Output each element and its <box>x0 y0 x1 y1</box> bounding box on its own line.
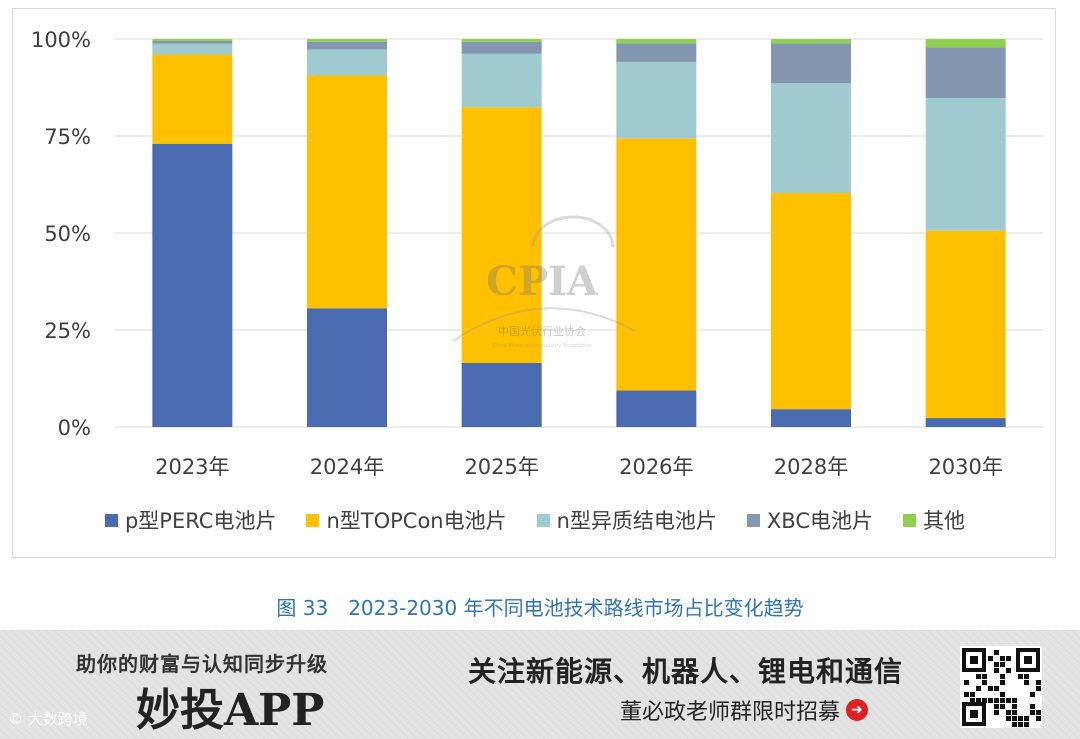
bar-segment <box>771 39 851 44</box>
cpia-watermark: CPIA 中国光伏行业协会 China Photovoltaic Industr… <box>452 215 636 349</box>
legend-item: 其他 <box>903 505 965 535</box>
chart-legend: p型PERC电池片 n型TOPCon电池片 n型异质结电池片 XBC电池片 其他 <box>13 505 1057 535</box>
x-tick-label: 2028年 <box>774 455 848 479</box>
bar-segment <box>307 308 387 427</box>
bar-segment <box>771 409 851 427</box>
y-tick-label: 50% <box>44 222 91 246</box>
bar-segment <box>461 41 542 54</box>
legend-item: n型异质结电池片 <box>536 505 717 535</box>
banner-subline[interactable]: 董必政老师群限时招募 ➜ <box>620 694 869 726</box>
bar-segment <box>307 39 387 42</box>
bar-segment <box>461 107 542 363</box>
legend-item: XBC电池片 <box>746 505 874 535</box>
cpia-logo-text: CPIA <box>486 258 599 305</box>
promo-banner[interactable]: 助你的财富与认知同步升级 妙投APP 关注新能源、机器人、锂电和通信 董必政老师… <box>0 630 1080 739</box>
bar-segment <box>307 75 387 309</box>
cpia-org-text: 中国光伏行业协会 <box>498 324 586 338</box>
bar-segment <box>307 49 387 76</box>
stacked-bar-chart: CPIA 中国光伏行业协会 China Photovoltaic Industr… <box>31 28 1043 479</box>
y-tick-label: 25% <box>44 319 91 343</box>
x-tick-label: 2026年 <box>619 455 693 479</box>
bar-segment <box>616 138 697 391</box>
bar-segment <box>925 230 1006 419</box>
legend-label: XBC电池片 <box>766 509 874 533</box>
bar-segment <box>152 143 233 427</box>
legend-item: p型PERC电池片 <box>104 505 277 535</box>
x-tick-label: 2023年 <box>155 455 229 479</box>
bar-segment <box>616 390 697 427</box>
banner-tagline: 助你的财富与认知同步升级 <box>76 652 328 676</box>
legend-swatch <box>104 513 118 527</box>
legend-label: p型PERC电池片 <box>124 509 277 533</box>
figure-caption: 图 33 2023-2030 年不同电池技术路线市场占比变化趋势 <box>276 596 804 620</box>
legend-item: n型TOPCon电池片 <box>306 505 507 535</box>
banner-subline-text: 董必政老师群限时招募 <box>620 700 841 725</box>
legend-label: n型TOPCon电池片 <box>326 509 507 533</box>
bar-segment <box>925 97 1006 231</box>
legend-swatch <box>536 513 550 527</box>
legend-label: n型异质结电池片 <box>556 509 717 533</box>
x-tick-label: 2025年 <box>464 455 538 479</box>
y-tick-label: 100% <box>31 28 91 52</box>
bar-segment <box>771 83 851 194</box>
bar-segment <box>461 53 542 108</box>
bar-segment <box>616 61 697 139</box>
legend-swatch <box>746 513 760 527</box>
bar-segment <box>152 39 233 41</box>
banner-app-name: 妙投APP <box>136 685 325 736</box>
legend-label: 其他 <box>923 509 966 533</box>
y-tick-label: 75% <box>44 125 91 149</box>
bar-segment <box>925 47 1006 98</box>
bar-segment <box>152 43 233 55</box>
arrow-right-icon[interactable]: ➜ <box>846 699 869 721</box>
x-tick-label: 2030年 <box>928 455 1002 479</box>
bar-segment <box>616 43 697 62</box>
bar-segment <box>461 39 542 42</box>
cpia-org-en-text: China Photovoltaic Industry Association <box>493 343 592 349</box>
bar-segment <box>152 40 233 44</box>
chart-frame: CPIA 中国光伏行业协会 China Photovoltaic Industr… <box>12 8 1056 558</box>
legend-swatch <box>903 513 917 527</box>
bar-segment <box>461 362 542 427</box>
bar-segment <box>307 41 387 50</box>
bar-segment <box>152 54 233 144</box>
bar-segment <box>771 43 851 84</box>
x-tick-label: 2024年 <box>310 455 384 479</box>
y-tick-label: 0% <box>58 416 91 440</box>
bar-segment <box>925 418 1006 427</box>
qr-code-icon[interactable] <box>960 646 1042 728</box>
bar-segment <box>616 39 697 44</box>
bar-segment <box>925 39 1006 48</box>
banner-headline: 关注新能源、机器人、锂电和通信 <box>468 655 904 688</box>
legend-swatch <box>306 513 320 527</box>
source-watermark: © 大数跨境 <box>8 710 88 728</box>
bar-segment <box>771 193 851 410</box>
